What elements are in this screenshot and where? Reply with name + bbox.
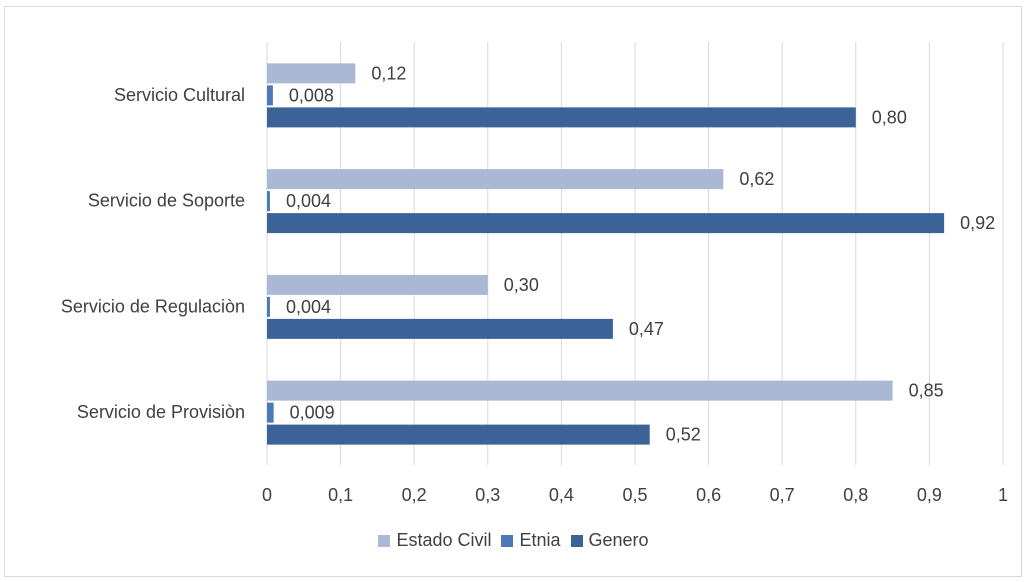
x-tick-label-6: 0,6: [696, 485, 721, 505]
x-tick-label-4: 0,4: [549, 485, 574, 505]
x-tick-label-2: 0,2: [402, 485, 427, 505]
data-label-genero-3: 0,52: [666, 425, 701, 445]
x-tick-label-10: 1: [998, 485, 1008, 505]
legend-item-genero: Genero: [570, 530, 649, 551]
data-label-etnia-3: 0,009: [290, 403, 335, 423]
legend-swatch-genero: [570, 534, 583, 547]
data-label-genero-2: 0,47: [629, 319, 664, 339]
x-tick-label-3: 0,3: [475, 485, 500, 505]
legend-label-genero: Genero: [588, 530, 649, 550]
bar-estado-civil-0: [267, 63, 356, 84]
bar-genero-1: [267, 213, 945, 234]
category-label-1: Servicio de Soporte: [88, 191, 245, 211]
category-label-0: Servicio Cultural: [114, 85, 245, 105]
data-label-genero-1: 0,92: [960, 213, 995, 233]
x-tick-label-7: 0,7: [770, 485, 795, 505]
legend-label-estado-civil: Estado Civil: [396, 530, 492, 550]
bar-etnia-0: [267, 85, 273, 106]
data-label-etnia-1: 0,004: [286, 191, 331, 211]
data-label-estado-civil-3: 0,85: [909, 381, 944, 401]
category-label-3: Servicio de Provisiòn: [77, 402, 245, 422]
x-tick-label-9: 0,9: [917, 485, 942, 505]
legend-swatch-etnia: [501, 534, 514, 547]
data-label-estado-civil-1: 0,62: [739, 169, 774, 189]
bar-etnia-2: [267, 296, 270, 317]
data-label-etnia-0: 0,008: [289, 85, 334, 105]
chart-frame: [4, 6, 1022, 577]
data-label-estado-civil-0: 0,12: [371, 63, 406, 83]
bar-genero-2: [267, 318, 613, 339]
data-label-genero-0: 0,80: [872, 107, 907, 127]
bar-genero-0: [267, 107, 856, 128]
bar-estado-civil-1: [267, 169, 724, 190]
bar-genero-3: [267, 424, 650, 445]
bar-etnia-3: [267, 402, 274, 423]
x-tick-label-0: 0: [262, 485, 272, 505]
category-label-2: Servicio de Regulaciòn: [61, 296, 245, 316]
legend-label-etnia: Etnia: [519, 530, 561, 550]
bar-estado-civil-3: [267, 380, 893, 401]
x-tick-label-5: 0,5: [622, 485, 647, 505]
bar-estado-civil-2: [267, 274, 488, 295]
legend-item-etnia: Etnia: [501, 530, 561, 551]
x-tick-label-8: 0,8: [843, 485, 868, 505]
legend-item-estado-civil: Estado Civil: [378, 530, 491, 551]
legend-swatch-estado-civil: [378, 534, 391, 547]
legend: Estado Civil Etnia Genero: [0, 530, 1027, 551]
data-label-etnia-2: 0,004: [286, 297, 331, 317]
x-tick-label-1: 0,1: [328, 485, 353, 505]
data-label-estado-civil-2: 0,30: [504, 275, 539, 295]
bar-etnia-1: [267, 191, 270, 212]
